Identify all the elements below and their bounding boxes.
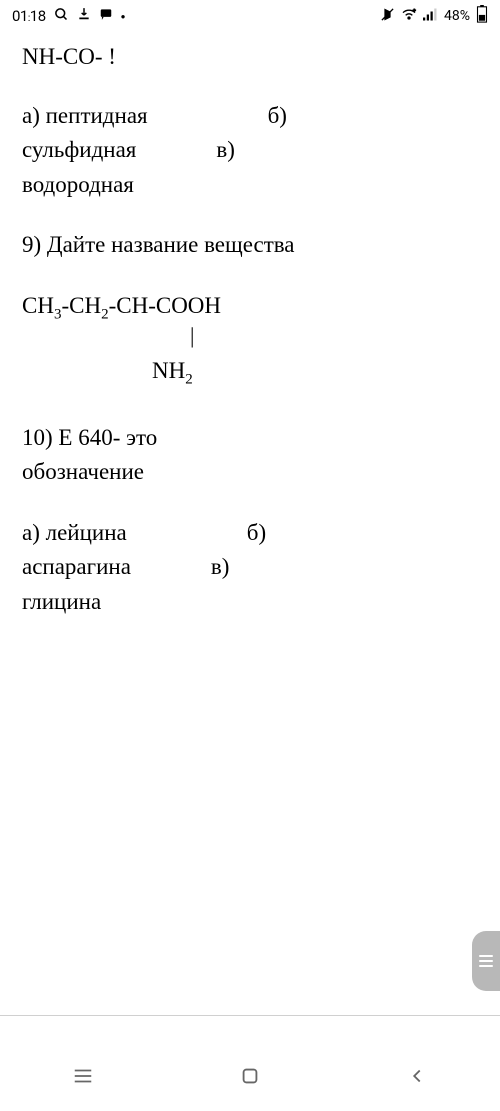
- search-icon: [54, 7, 69, 26]
- back-button[interactable]: [377, 1056, 457, 1096]
- question-9-formula: CH3-CH2-CH-COOH | NH2: [22, 289, 478, 391]
- chem-bond-vertical: |: [190, 326, 478, 348]
- svg-text:+: +: [413, 9, 416, 14]
- status-right: + 48%: [380, 5, 488, 27]
- q10-option-v-text: глицина: [22, 589, 101, 614]
- q10-line2: обозначение: [22, 455, 478, 490]
- bottom-divider: [0, 1015, 500, 1016]
- signal-icon: [423, 8, 438, 25]
- home-button[interactable]: [210, 1056, 290, 1096]
- q8-option-b-text: сульфидная: [22, 137, 136, 162]
- partial-top-line: NH-CO- !: [22, 40, 478, 75]
- chem-nh2: NH2: [152, 354, 478, 391]
- q8-option-a: а) пептидная: [22, 103, 148, 128]
- document-content: NH-CO- ! а) пептидная б) сульфидная в) вод…: [0, 32, 500, 619]
- question-10-title: 10) Е 640- это обозначение: [22, 421, 478, 490]
- q8-option-b-label: б): [268, 103, 287, 128]
- question-9-title: 9) Дайте название вещества: [22, 228, 478, 263]
- q10-opt-line1: а) лейцина б): [22, 516, 478, 551]
- q10-option-b-text: аспарагина: [22, 554, 131, 579]
- recents-button[interactable]: [43, 1056, 123, 1096]
- q10-option-b-label: б): [247, 520, 266, 545]
- side-drawer-tab[interactable]: [472, 931, 500, 991]
- clock: 01:18: [12, 7, 46, 25]
- battery-text: 48%: [444, 8, 470, 24]
- battery-icon: [476, 5, 488, 27]
- q10-option-v-label: в): [211, 554, 230, 579]
- q10-opt-line2: аспарагина в): [22, 550, 478, 585]
- mute-icon: [380, 7, 395, 26]
- q8-line2: сульфидная в): [22, 133, 478, 168]
- navigation-bar: [0, 1041, 500, 1111]
- wifi-icon: +: [401, 7, 417, 25]
- question-10-options: а) лейцина б) аспарагина в) глицина: [22, 516, 478, 620]
- chem-main-chain: CH3-CH2-CH-COOH: [22, 289, 478, 326]
- chem-nh: NH: [152, 358, 185, 383]
- chem-chcooh: -CH-COOH: [109, 293, 221, 318]
- status-left: 01:18 ●: [12, 7, 126, 26]
- question-8-options: а) пептидная б) сульфидная в) водородная: [22, 99, 478, 203]
- download-icon: [77, 7, 91, 25]
- q8-option-v-label: в): [216, 137, 235, 162]
- q10-option-a: а) лейцина: [22, 520, 127, 545]
- dot-icon: ●: [121, 12, 126, 21]
- message-icon: [99, 7, 113, 25]
- chem-ch: CH: [22, 293, 54, 318]
- chem-ch2: -CH: [61, 293, 101, 318]
- q8-line3: водородная: [22, 168, 478, 203]
- q10-line1: 10) Е 640- это: [22, 421, 478, 456]
- drawer-handle-icon: [479, 955, 493, 967]
- q8-option-v-text: водородная: [22, 172, 134, 197]
- q8-line1: а) пептидная б): [22, 99, 478, 134]
- q10-opt-line3: глицина: [22, 585, 478, 620]
- status-bar: 01:18 ● + 48%: [0, 0, 500, 32]
